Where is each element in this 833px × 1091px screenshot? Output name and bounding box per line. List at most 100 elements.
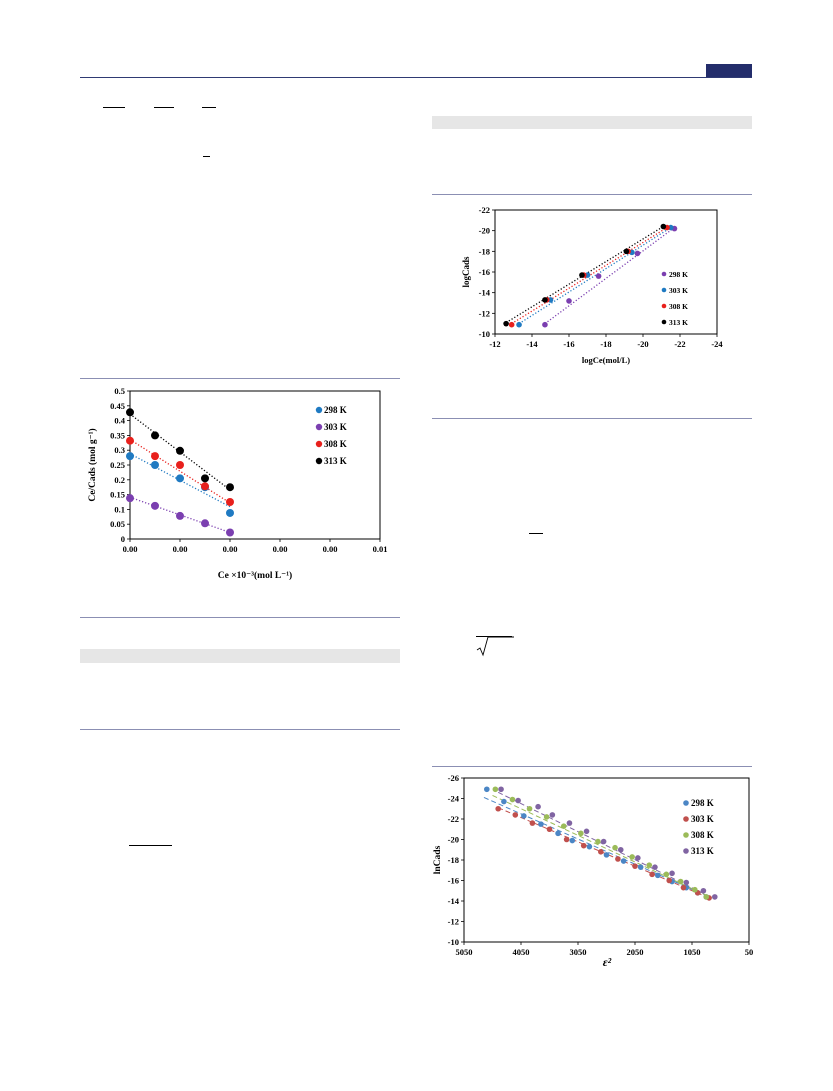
data-point [595,838,601,845]
data-point [635,855,641,861]
data-point [484,786,490,793]
x-tick-label: -24 [711,339,723,349]
x-tick-label: 0.00 [173,544,188,554]
fraction-bar [476,636,512,637]
data-point [655,872,661,879]
data-point [176,461,184,469]
y-tick-label: -18 [479,246,490,256]
data-point [566,298,572,304]
data-point [712,894,718,900]
data-point [566,820,573,826]
legend-marker [315,457,323,465]
x-axis-label: ε² [603,955,612,969]
y-tick-label: 0.15 [110,490,125,500]
data-point [579,272,585,278]
fraction-bar [203,156,210,157]
data-point [151,431,159,440]
data-point [176,474,184,483]
x-tick-label: -16 [563,339,574,349]
data-point [612,844,618,851]
x-tick-label: 2050 [627,947,644,957]
data-point [126,452,134,461]
x-tick-label: -14 [526,339,538,349]
data-point [516,321,522,328]
x-tick-label: -20 [637,339,648,349]
header-rule [80,77,752,78]
data-point [637,864,644,870]
data-point [586,843,593,850]
y-tick-label: -22 [448,814,459,824]
data-point [595,273,602,279]
legend-label: 308 K [691,830,714,840]
trendline [483,797,710,898]
data-point [649,871,655,878]
y-tick-label: 0.2 [114,475,125,485]
x-tick-label: 0.00 [123,544,138,554]
data-point [498,786,504,793]
langmuir-chart: 0 0.05 0.1 0.15 0.2 0.25 0.3 0.35 0.4 0.45 0.5 0.00… [87,386,387,581]
data-point [578,830,584,837]
data-point [546,826,553,833]
data-point [580,842,587,849]
y-tick-label: 0.05 [110,519,125,529]
data-point [509,796,516,803]
trendline [129,438,231,504]
data-point [652,864,658,870]
y-tick-label: -18 [448,855,459,865]
data-point [538,821,544,827]
legend-label: 308 K [324,439,347,449]
table-rule [80,729,400,730]
y-tick-label: -20 [479,226,490,236]
data-point [692,886,698,893]
y-tick-label: -24 [448,794,460,804]
fraction-bar [103,107,125,108]
data-point [521,813,527,819]
data-point [176,446,184,455]
legend-label: 313 K [691,846,714,856]
legend-label: 298 K [669,270,688,279]
freundlich-chart: -10-12-14-16-18-20-22-12 -14 -16 -18 -20 -22-… [461,205,723,365]
legend-marker [683,800,689,806]
y-tick-label: -16 [479,267,490,277]
data-point [512,812,519,818]
legend-marker [661,271,667,277]
table-rule [432,194,752,195]
data-point [151,501,159,510]
data-point [126,436,134,445]
y-tick-label: -20 [448,835,459,845]
data-point [151,452,159,461]
legend-label: 303 K [324,422,347,432]
legend-marker [661,303,667,309]
data-point [226,508,234,517]
data-point [549,812,556,818]
data-point [226,528,234,537]
data-point [569,837,576,844]
y-tick-label: -14 [479,288,491,298]
trendline [518,227,672,325]
data-point [542,321,548,328]
data-point [526,805,533,812]
data-point [151,461,159,469]
figure-rule [80,378,400,379]
fraction-bar [129,845,172,846]
data-point [503,320,509,327]
data-point [501,798,507,805]
y-tick-label: 0.35 [110,430,125,440]
legend-label: 298 K [691,798,714,808]
x-tick-label: 0.00 [323,544,338,554]
x-tick-label: 3050 [570,947,587,957]
header-block [706,64,752,77]
sqrt-sign [476,636,514,657]
data-point [617,846,624,853]
data-point [660,223,667,230]
data-point [703,894,710,900]
trendline [498,807,710,899]
x-axis-label: Ce ×10⁻³(mol L⁻¹) [218,570,292,581]
data-point [603,852,610,858]
data-point [615,856,621,862]
data-point [634,250,641,257]
fraction-bar [154,107,174,108]
data-point [226,483,234,492]
data-point [535,803,541,810]
x-tick-label: 5050 [456,947,473,957]
